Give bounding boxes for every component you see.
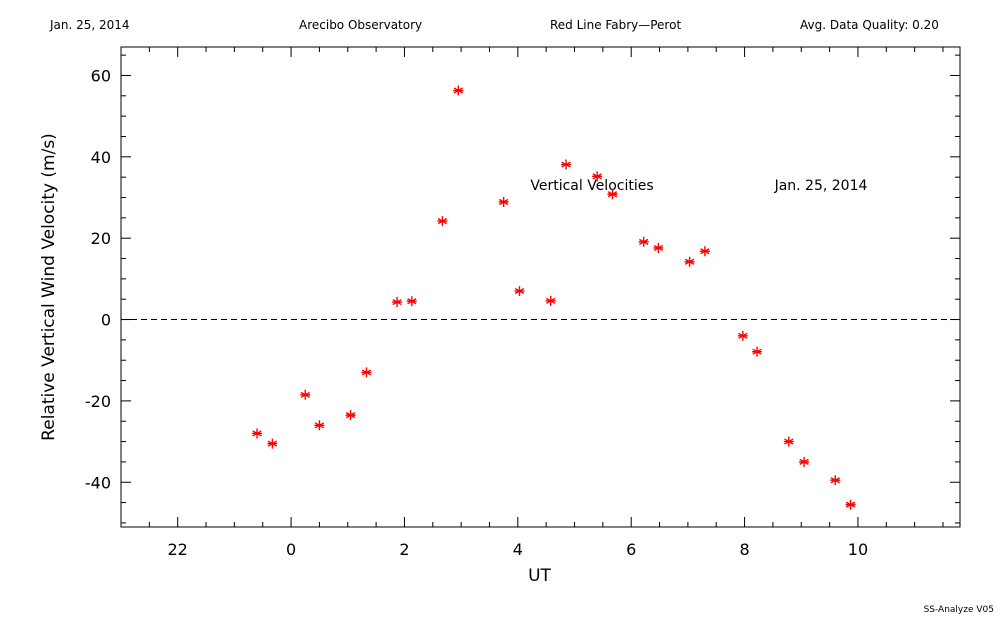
x-tick-label: 6 [626,540,636,559]
data-point [453,85,464,96]
data-point [267,438,278,449]
annotation-date: Jan. 25, 2014 [774,178,868,194]
software-version: SS-Analyze V05 [923,605,994,615]
data-point [498,196,509,207]
data-point [545,295,556,306]
header-date: Jan. 25, 2014 [50,18,130,32]
x-tick-label: 8 [739,540,749,559]
header-quality: Avg. Data Quality: 0.20 [800,18,939,32]
data-point [252,428,263,439]
x-tick-label: 10 [848,540,868,559]
data-point [592,171,603,182]
x-tick-label: 4 [513,540,523,559]
data-point [684,256,695,267]
header-instrument: Red Line Fabry—Perot [550,18,682,32]
data-point [607,189,618,200]
data-point [783,436,794,447]
x-axis-label: UT [528,566,551,586]
data-point [406,296,417,307]
data-point [653,242,664,253]
y-tick-label: 40 [91,148,111,167]
data-point [830,475,841,486]
data-point [845,499,856,510]
data-point [361,367,372,378]
data-point [392,297,403,308]
annotation-title: Vertical Velocities [530,178,653,194]
header-site: Arecibo Observatory [299,18,423,32]
y-tick-label: 60 [91,66,111,85]
y-tick-label: 0 [101,311,111,330]
plot-frame [120,46,961,528]
data-point [345,410,356,421]
data-point [638,236,649,247]
data-point [561,159,572,170]
x-tick-label: 0 [286,540,296,559]
x-tick-label: 2 [399,540,409,559]
data-point [752,346,763,357]
data-point [314,420,325,431]
data-point [514,286,525,297]
y-tick-label: -40 [85,473,111,492]
data-point [437,216,448,227]
y-tick-label: -20 [85,392,111,411]
y-axis-label: Relative Vertical Wind Velocity (m/s) [39,133,59,441]
data-point [799,456,810,467]
data-point [300,389,311,400]
x-tick-label: 22 [168,540,188,559]
data-point [699,246,710,257]
data-point [737,330,748,341]
y-tick-label: 20 [91,229,111,248]
